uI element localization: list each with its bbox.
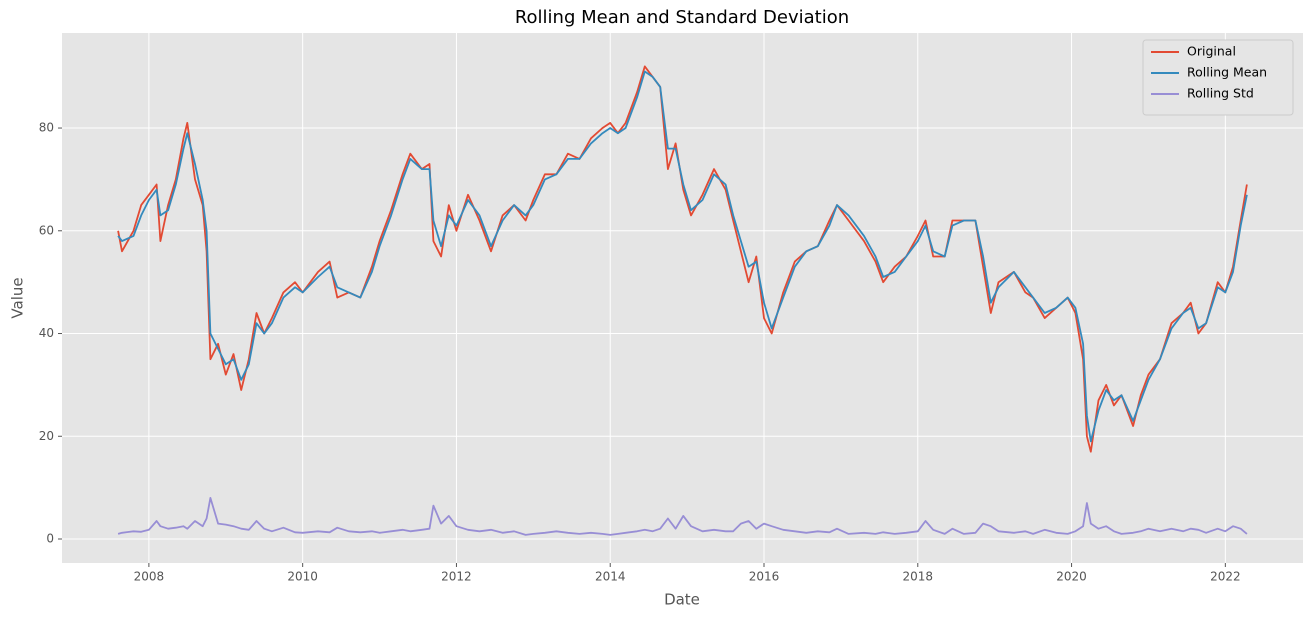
chart-title: Rolling Mean and Standard Deviation <box>515 7 849 28</box>
series-line <box>117 70 1248 443</box>
y-tick-label: 60 <box>39 223 54 237</box>
series-line <box>117 497 1248 536</box>
y-tick-label: 80 <box>39 121 54 135</box>
y-tick-label: 0 <box>46 532 54 546</box>
series-line <box>117 65 1248 453</box>
x-tick-label: 2020 <box>1056 570 1087 584</box>
plot-area <box>62 33 1303 563</box>
x-tick-label: 2010 <box>287 570 318 584</box>
y-tick-label: 40 <box>39 326 54 340</box>
y-tick-label: 20 <box>39 429 54 443</box>
legend-label: Rolling Mean <box>1187 65 1267 80</box>
y-axis-label: Value <box>9 277 27 318</box>
x-axis-label: Date <box>664 591 700 609</box>
x-tick-label: 2008 <box>134 570 165 584</box>
x-tick-label: 2012 <box>441 570 472 584</box>
legend-box <box>1142 39 1294 116</box>
x-tick-label: 2018 <box>903 570 934 584</box>
x-tick-label: 2016 <box>749 570 780 584</box>
x-tick-label: 2022 <box>1210 570 1241 584</box>
legend-label: Rolling Std <box>1187 86 1254 101</box>
legend-label: Original <box>1187 44 1236 59</box>
x-tick-label: 2014 <box>595 570 626 584</box>
